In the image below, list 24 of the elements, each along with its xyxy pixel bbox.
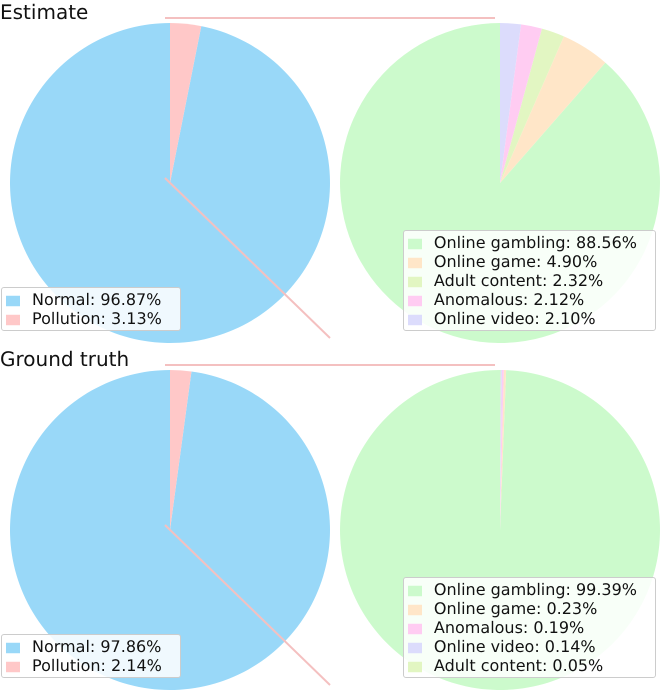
pie-slice bbox=[170, 23, 202, 183]
legend-label: Online video: 0.14% bbox=[434, 637, 596, 656]
legend-label: Online game: 0.23% bbox=[434, 599, 598, 618]
legend-label: Anomalous: 2.12% bbox=[434, 290, 584, 309]
legend-label: Pollution: 2.14% bbox=[32, 656, 162, 675]
legend-label: Online video: 2.10% bbox=[434, 309, 596, 328]
legend-label: Normal: 96.87% bbox=[32, 290, 162, 309]
legend-label: Pollution: 3.13% bbox=[32, 309, 162, 328]
pie-slice bbox=[10, 23, 330, 343]
legend-label: Normal: 97.86% bbox=[32, 637, 162, 656]
chart-title: Ground truth bbox=[0, 347, 130, 371]
legend-label: Online gambling: 88.56% bbox=[434, 233, 637, 252]
pie-slice bbox=[500, 28, 564, 183]
pie-slice bbox=[500, 23, 522, 183]
pie-slice bbox=[10, 370, 330, 690]
legend-label: Adult content: 0.05% bbox=[434, 656, 604, 675]
legend-label: Online gambling: 99.39% bbox=[434, 580, 637, 599]
pie-slice bbox=[500, 24, 542, 183]
pie-slice bbox=[170, 370, 192, 530]
legend-label: Adult content: 2.32% bbox=[434, 271, 604, 290]
pie-slice bbox=[500, 36, 606, 183]
legend-label: Anomalous: 0.19% bbox=[434, 618, 584, 637]
legend-label: Online game: 4.90% bbox=[434, 252, 598, 271]
chart-title: Estimate bbox=[0, 0, 88, 24]
